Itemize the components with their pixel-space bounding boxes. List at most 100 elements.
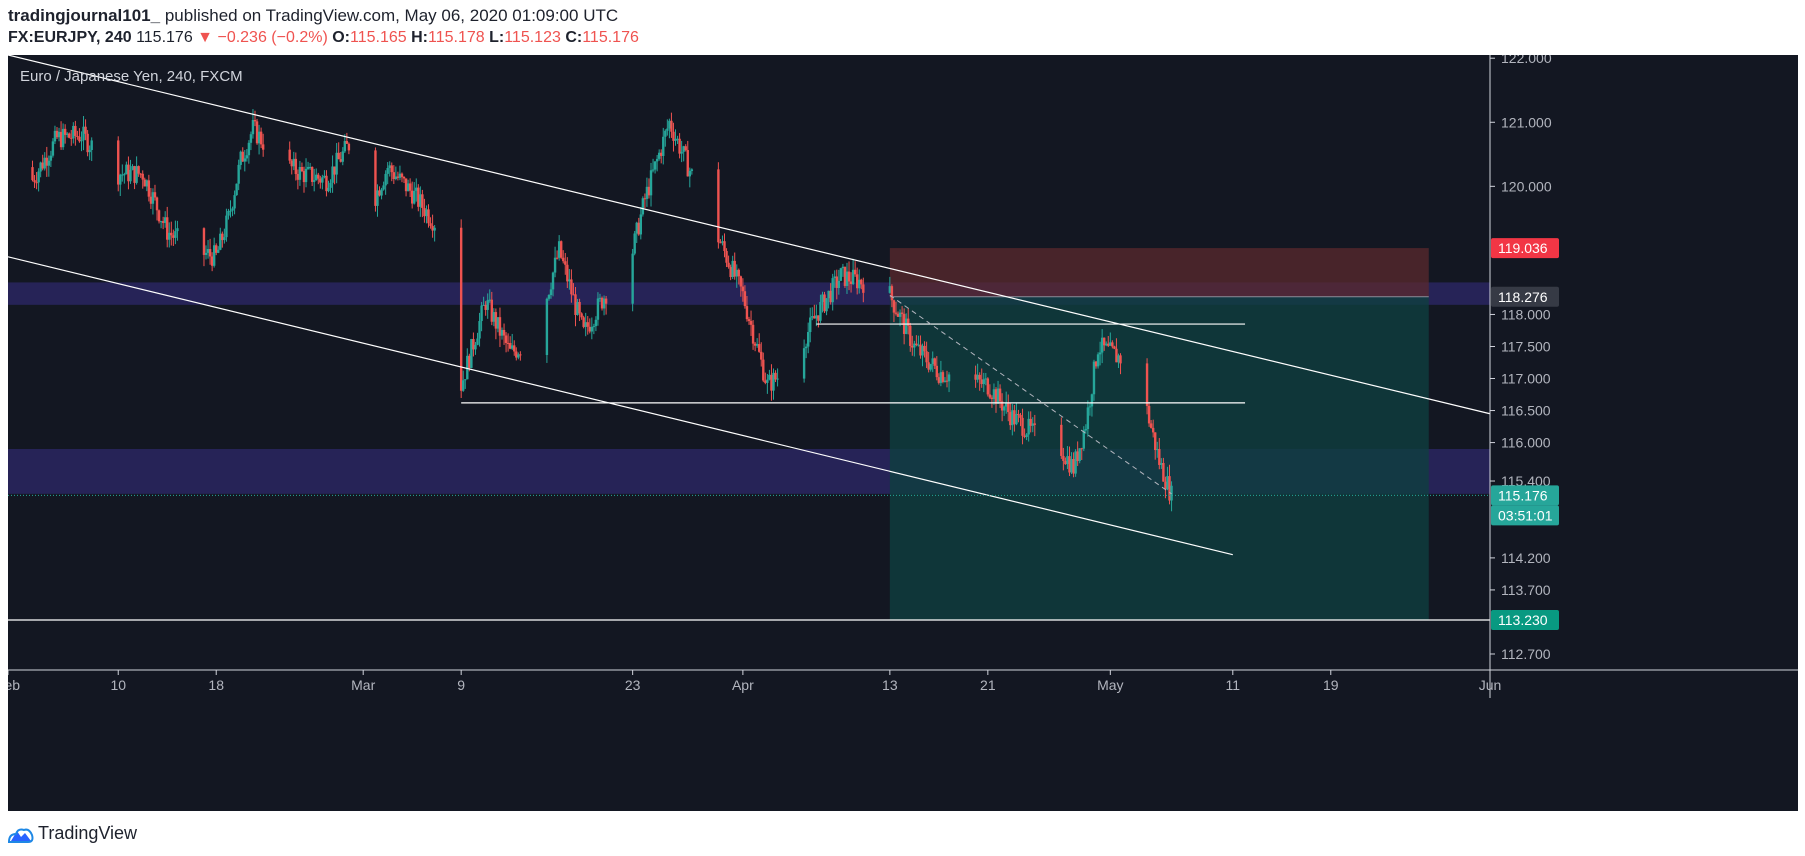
candle-body [241, 151, 244, 162]
candle-body [474, 344, 477, 350]
candle-body [1009, 412, 1012, 426]
candle-body [598, 297, 602, 299]
author-name[interactable]: tradingjournal101_ [8, 6, 161, 25]
candle-body [427, 209, 430, 224]
candle-body [837, 280, 841, 288]
candle-body [1102, 337, 1106, 346]
candle-body [660, 152, 663, 156]
price-tick-label: 116.000 [1501, 435, 1551, 451]
candle-body [931, 358, 934, 364]
candle-body [129, 169, 132, 182]
candle-body [992, 389, 996, 400]
candle-body [772, 372, 775, 391]
candle-body [1080, 448, 1083, 450]
candle-body [1078, 448, 1081, 462]
candle-body [204, 252, 208, 255]
candle-body [1168, 476, 1171, 501]
candle-body [586, 322, 589, 327]
candle-body [419, 194, 422, 207]
candle-body [976, 374, 979, 380]
candle-body [568, 279, 571, 282]
candle-body [684, 146, 687, 151]
candle-body [900, 312, 904, 314]
candle-body [335, 152, 338, 175]
candle-body [47, 160, 51, 166]
candle-body [1162, 462, 1165, 482]
candle-body [251, 119, 255, 135]
candle-body [919, 344, 922, 356]
candle-body [57, 131, 61, 138]
candle-body [647, 186, 651, 196]
candle-body [51, 141, 55, 156]
candle-body [774, 372, 777, 380]
candle-body [758, 344, 761, 352]
candle-body [974, 374, 977, 380]
candle-body [1147, 405, 1151, 424]
candle-body [478, 321, 481, 339]
candle-body [253, 119, 257, 122]
candle-body [508, 343, 512, 349]
candle-body [155, 197, 159, 211]
candle-body [894, 312, 898, 314]
candle-body [423, 208, 426, 217]
price-chart[interactable]: 122.000 121.000 120.000 118.000 117.500 117.0… [8, 55, 1798, 811]
trendline-0 [8, 55, 1491, 415]
candle-body [480, 305, 483, 322]
candle-body [488, 299, 491, 301]
chart-canvas[interactable]: 122.000 121.000 120.000 118.000 117.500 117.0… [8, 55, 1798, 811]
candle-body [986, 378, 990, 395]
candle-body [127, 164, 130, 182]
candle-body [321, 177, 324, 183]
candle-body [770, 374, 773, 391]
candle-body [729, 267, 732, 278]
candle-body [151, 192, 155, 204]
candle-body [604, 298, 608, 304]
down-arrow-icon: ▼ [197, 29, 214, 46]
candle-body [1011, 410, 1014, 426]
candle-body [1082, 430, 1085, 449]
candle-body [39, 162, 42, 172]
time-tick-label: 13 [882, 677, 898, 693]
candle-body [764, 380, 767, 383]
candle-body [596, 298, 600, 320]
candle-body [590, 326, 594, 332]
candle-body [823, 294, 826, 312]
candle-body [688, 170, 692, 177]
candle-body [741, 286, 745, 292]
candle-body [982, 379, 985, 385]
tradingview-logo[interactable]: TradingView [8, 823, 137, 844]
candle-body [468, 355, 471, 368]
candle-body [815, 315, 818, 319]
candle-body [653, 161, 657, 170]
candle-body [674, 138, 677, 141]
candle-body [776, 378, 779, 380]
candle-body [845, 271, 849, 286]
target-price-badge [1491, 610, 1559, 631]
candle-body [249, 134, 253, 143]
candle-body [506, 342, 510, 344]
candle-body [415, 187, 418, 191]
stop-loss-zone [889, 248, 1429, 297]
candle-body [888, 286, 892, 293]
candle-body [851, 269, 855, 285]
candle-body [80, 140, 83, 142]
candle-body [811, 316, 814, 318]
entry-price-text: 118.276 [1498, 289, 1548, 305]
candle-body [49, 155, 53, 161]
candle-body [935, 365, 939, 378]
candle-body [988, 394, 992, 398]
candle-body [943, 380, 947, 382]
candle-body [302, 171, 306, 183]
candle-body [911, 345, 914, 348]
candle-body [1094, 361, 1098, 367]
candle-body [504, 335, 508, 343]
candle-body [76, 135, 79, 137]
candle-body [172, 235, 175, 238]
candle-body [41, 162, 44, 169]
candle-body [343, 141, 347, 152]
price-tick-label: 122.000 [1501, 55, 1552, 66]
candle-body [896, 313, 900, 317]
candle-body [998, 388, 1002, 402]
candle-body [1107, 343, 1110, 346]
candle-body [72, 125, 75, 139]
